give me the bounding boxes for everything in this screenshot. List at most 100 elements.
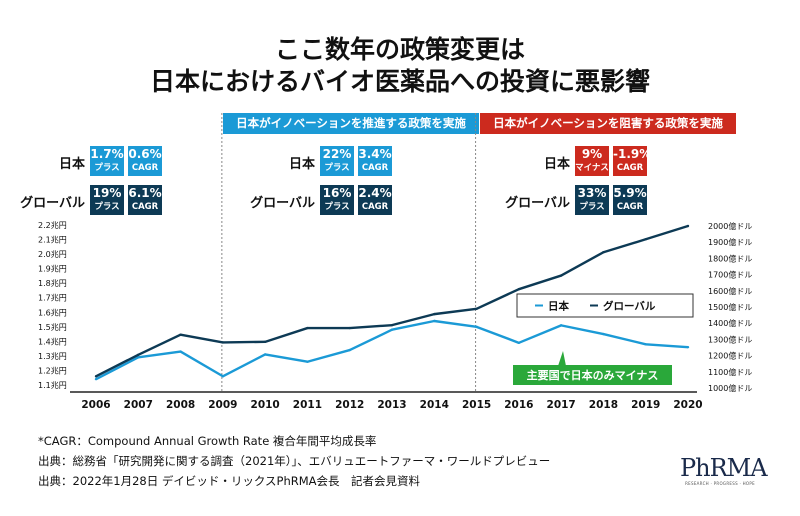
stat-sublabel: CAGR [616, 202, 644, 212]
stat-box-japan-cagr: 3.4% CAGR [358, 146, 392, 176]
x-tick-label: 2020 [673, 399, 702, 411]
right-tick-label: 1200億ドル [708, 351, 752, 361]
stat-box-japan-change: 1.7% プラス [90, 146, 124, 176]
x-tick-label: 2007 [124, 399, 153, 411]
stat-sublabel: プラス [324, 163, 350, 173]
logo-text: PhRMA [680, 454, 768, 482]
data-point-japan [221, 375, 225, 378]
phrma-logo: PhRMA RESEARCH · PROGRESS · HOPE [680, 454, 768, 486]
left-tick-label: 1.4兆円 [38, 336, 67, 346]
right-tick-label: 1000億ドル [708, 383, 752, 393]
data-point-japan [137, 356, 140, 359]
x-tick-label: 2008 [166, 399, 195, 411]
stat-box-japan-cagr: -1.9% CAGR [613, 146, 652, 176]
right-tick-label: 1500億ドル [708, 302, 752, 312]
left-tick-label: 2.0兆円 [38, 249, 67, 259]
stat-sublabel: プラス [579, 202, 605, 212]
callout-text: 主要国で日本のみマイナス [527, 368, 659, 382]
stat-box-global-change: 16% プラス [320, 185, 354, 215]
data-point-global [475, 307, 478, 310]
data-point-global [306, 326, 309, 330]
x-tick-label: 2014 [420, 399, 449, 411]
data-point-japan [94, 377, 98, 381]
data-point-global [348, 326, 351, 330]
stat-value: 9% [581, 147, 603, 161]
data-point-japan [559, 324, 563, 327]
data-point-global [263, 340, 267, 344]
x-tick-label: 2016 [504, 399, 533, 411]
right-tick-label: 1700億ドル [708, 270, 752, 280]
stat-sublabel: CAGR [361, 202, 389, 212]
stat-sublabel: プラス [324, 202, 350, 212]
data-point-global [221, 341, 225, 344]
footnote-cagr: *CAGR：Compound Annual Growth Rate 複合年間平均… [38, 434, 377, 448]
left-tick-label: 1.3兆円 [38, 351, 67, 361]
left-tick-label: 1.7兆円 [38, 293, 67, 303]
stat-value: 3.4% [358, 147, 392, 161]
banner-hinder: 日本がイノベーションを阻害する政策を実施 [480, 113, 736, 134]
data-point-japan [263, 353, 267, 356]
title-line-2: 日本におけるバイオ医薬品への投資に悪影響 [149, 67, 650, 96]
right-tick-label: 1400億ドル [708, 318, 752, 328]
stat-sublabel: CAGR [616, 163, 644, 173]
row-label-japan: 日本 [543, 157, 570, 172]
left-tick-label: 1.2兆円 [38, 365, 67, 375]
stat-box-japan-cagr: 0.6% CAGR [128, 146, 162, 176]
x-tick-label: 2017 [547, 399, 576, 411]
legend-label: グローバル [603, 300, 656, 313]
stat-box-japan-change: 9% マイナス [575, 146, 609, 176]
data-point-japan [517, 341, 521, 345]
stat-box-japan-change: 22% プラス [320, 146, 354, 176]
data-point-global [137, 353, 140, 356]
x-tick-label: 2013 [377, 399, 406, 411]
data-point-japan [475, 325, 478, 329]
legend-label: 日本 [548, 300, 569, 313]
x-tick-label: 2012 [335, 399, 364, 411]
footnote-source-2: 出典：2022年1月28日 デイビッド・リックスPhRMA会長 記者会見資料 [38, 474, 421, 488]
right-tick-label: 2000億ドル [708, 221, 752, 231]
stat-value: 33% [577, 186, 607, 200]
right-tick-label: 1100億ドル [708, 367, 752, 377]
title-line-1: ここ数年の政策変更は [274, 35, 525, 64]
legend-box [516, 293, 694, 318]
x-tick-label: 2010 [251, 399, 280, 411]
stat-sublabel: プラス [94, 163, 120, 173]
stat-sublabel: マイナス [575, 163, 609, 173]
stat-value: 1.7% [90, 147, 124, 161]
stat-box-global-cagr: 2.4% CAGR [358, 185, 392, 215]
row-label-global: グローバル [20, 196, 85, 211]
data-point-japan [179, 350, 182, 353]
stat-box-global-cagr: 6.1% CAGR [128, 185, 162, 215]
right-tick-label: 1800億ドル [708, 253, 752, 263]
x-tick-label: 2009 [208, 399, 237, 411]
data-point-global [644, 238, 647, 241]
row-label-global: グローバル [505, 196, 570, 211]
x-tick-label: 2015 [462, 399, 491, 411]
stat-value: 0.6% [128, 147, 162, 161]
data-point-japan [602, 332, 605, 336]
data-point-global [94, 375, 98, 378]
left-tick-label: 1.1兆円 [38, 380, 67, 390]
line-chart: 2006 2007 2008 2009 2010 2011 2012 2013 2014 2015… [38, 113, 752, 411]
right-tick-label: 1600億ドル [708, 286, 752, 296]
data-point-japan [390, 328, 394, 331]
x-tick-label: 2019 [631, 399, 660, 411]
row-label-japan: 日本 [288, 157, 315, 172]
stat-sublabel: CAGR [361, 163, 389, 173]
stat-value: 22% [322, 147, 352, 161]
x-tick-label: 2011 [293, 399, 322, 411]
data-point-japan [644, 343, 647, 346]
data-point-japan [306, 360, 309, 363]
data-point-global [602, 251, 605, 254]
stat-sublabel: プラス [94, 202, 120, 212]
left-tick-label: 2.2兆円 [38, 220, 67, 230]
stat-value: 2.4% [358, 186, 392, 200]
stat-box-global-cagr: 5.9% CAGR [613, 185, 647, 215]
left-tick-label: 2.1兆円 [38, 235, 67, 245]
stat-box-global-change: 19% プラス [90, 185, 124, 215]
data-point-global [390, 323, 394, 327]
stat-value: -1.9% [613, 147, 652, 161]
x-tick-label: 2018 [589, 399, 618, 411]
row-label-global: グローバル [250, 196, 315, 211]
